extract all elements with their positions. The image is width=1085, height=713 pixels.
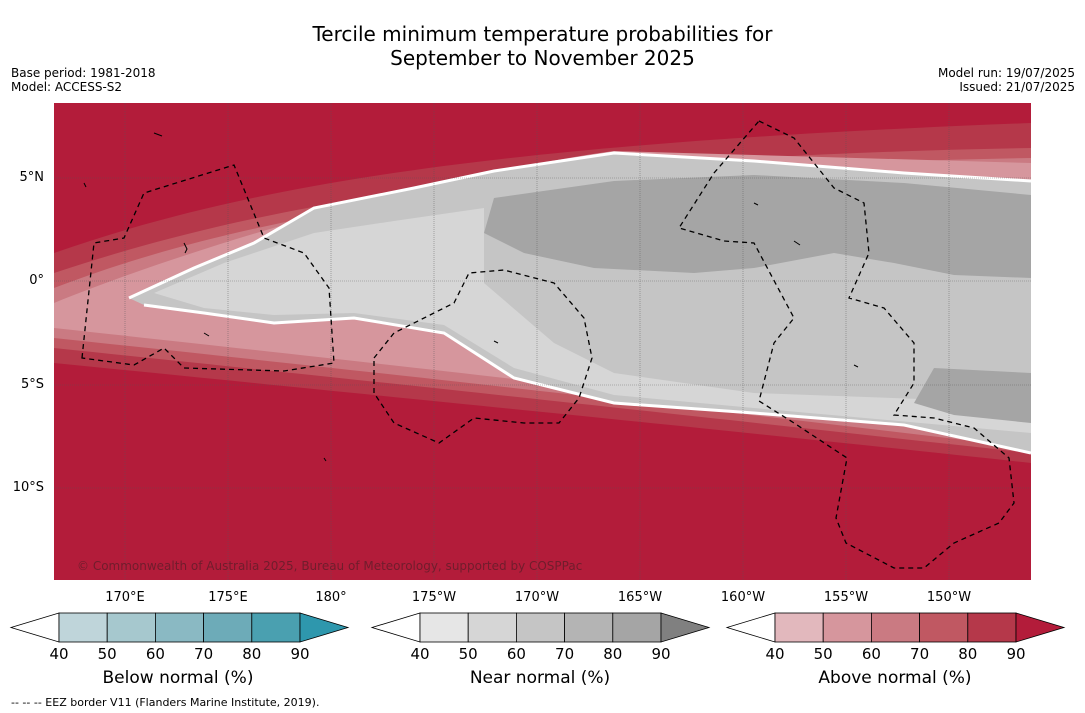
eez-border-line-islands <box>677 120 1015 569</box>
lon-tick-175w: 175°W <box>411 590 457 605</box>
eez-border-phoenix <box>373 269 593 444</box>
lat-tick-5n: 5°N <box>19 170 45 185</box>
below-normal-colorbar-left-cap <box>9 612 60 643</box>
below-normal-colorbar-segment <box>58 612 108 643</box>
lon-tick-150w: 150°W <box>926 590 972 605</box>
near-normal-boundary <box>128 151 1031 300</box>
below-normal-colorbar-right-cap <box>299 612 350 643</box>
below-normal-colorbar-segment <box>154 612 204 643</box>
lon-tick-165w: 165°W <box>617 590 663 605</box>
lon-tick-170e: 170°E <box>105 590 145 605</box>
above-normal-colorbar-segment <box>774 612 824 643</box>
near-normal-colorbar-segment <box>516 612 566 643</box>
above-normal-label: Above normal (%) <box>818 668 972 688</box>
meta-right: Model run: 19/07/2025 Issued: 21/07/2025 <box>938 66 1075 94</box>
eez-borders <box>81 120 1015 569</box>
near-normal-colorbar-tick: 90 <box>651 645 670 663</box>
gridlines <box>54 103 1031 580</box>
map-title: Tercile minimum temperature probabilitie… <box>0 22 1085 70</box>
above-normal-colorbar-tick: 80 <box>958 645 977 663</box>
below-normal-colorbar-tick: 90 <box>290 645 309 663</box>
near-normal-80-region <box>484 175 1031 278</box>
near-normal-50-region <box>154 208 1031 433</box>
below-normal-colorbar-segment <box>203 612 253 643</box>
below-normal-colorbar-tick: 70 <box>194 645 213 663</box>
lon-tick-180: 180° <box>315 590 347 605</box>
above-normal-colorbar-tick: 60 <box>862 645 881 663</box>
above-normal-colorbar-segment <box>871 612 921 643</box>
lon-tick-170w: 170°W <box>514 590 560 605</box>
lat-tick-0: 0° <box>29 273 44 288</box>
copyright-credit: © Commonwealth of Australia 2025, Bureau… <box>77 559 583 573</box>
below-normal-colorbar-segment <box>251 612 301 643</box>
lon-tick-160w: 160°W <box>720 590 766 605</box>
model-name: Model: ACCESS-S2 <box>11 80 123 94</box>
islands <box>83 132 859 462</box>
colorbars: 40 50 60 70 80 90 40 50 60 70 80 90 40 50 60 70 80 90 <box>9 612 1066 663</box>
above-normal-colorbar-tick: 50 <box>814 645 833 663</box>
near-normal-colorbar-left-cap <box>370 612 421 643</box>
below-normal-colorbar-tick: 50 <box>98 645 117 663</box>
near-normal-boundary-south <box>143 303 1031 455</box>
title-line-1: Tercile minimum temperature probabilitie… <box>312 22 773 46</box>
eez-footnote: -- -- -- EEZ border V11 (Flanders Marine… <box>11 696 320 709</box>
above-normal-colorbar-tick: 70 <box>910 645 929 663</box>
above-normal-colorbar-tick: 40 <box>765 645 784 663</box>
below-normal-colorbar-tick: 60 <box>146 645 165 663</box>
near-normal-colorbar-tick: 70 <box>555 645 574 663</box>
lon-tick-175e: 175°E <box>208 590 248 605</box>
probability-map <box>54 103 1031 580</box>
base-period: Base period: 1981-2018 <box>11 66 156 80</box>
title-line-2: September to November 2025 <box>390 46 695 70</box>
lat-tick-10s: 10°S <box>12 480 44 495</box>
above-normal-colorbar-segment <box>919 612 969 643</box>
above-normal-colorbar-segment <box>822 612 872 643</box>
lat-tick-5s: 5°S <box>20 377 44 392</box>
lon-tick-155w: 155°W <box>823 590 869 605</box>
model-run: Model run: 19/07/2025 <box>937 66 1075 80</box>
eez-border-kiribati-west <box>81 164 335 372</box>
near-normal-colorbar-tick: 80 <box>603 645 622 663</box>
near-normal-colorbar-segment <box>467 612 517 643</box>
above-normal-colorbar-left-cap <box>725 612 776 643</box>
issued-date: Issued: 21/07/2025 <box>959 80 1075 94</box>
above-normal-colorbar-tick: 90 <box>1006 645 1025 663</box>
below-normal-colorbar-tick: 40 <box>49 645 68 663</box>
near-normal-colorbar-segment <box>419 612 469 643</box>
above-normal-colorbar-segment <box>967 612 1017 643</box>
below-normal-colorbar-segment <box>106 612 156 643</box>
near-normal-colorbar-right-cap <box>660 612 711 643</box>
near-normal-colorbar-tick: 40 <box>410 645 429 663</box>
below-normal-label: Below normal (%) <box>102 668 254 688</box>
near-normal-colorbar-segment <box>612 612 662 643</box>
near-normal-colorbar-tick: 60 <box>507 645 526 663</box>
meta-left: Base period: 1981-2018 Model: ACCESS-S2 <box>11 66 156 94</box>
below-normal-colorbar-tick: 80 <box>242 645 261 663</box>
near-normal-colorbar-segment <box>564 612 614 643</box>
near-normal-colorbar-tick: 50 <box>459 645 478 663</box>
near-normal-label: Near normal (%) <box>469 668 611 688</box>
above-normal-colorbar-right-cap <box>1015 612 1066 643</box>
near-normal-80-south <box>914 368 1031 423</box>
